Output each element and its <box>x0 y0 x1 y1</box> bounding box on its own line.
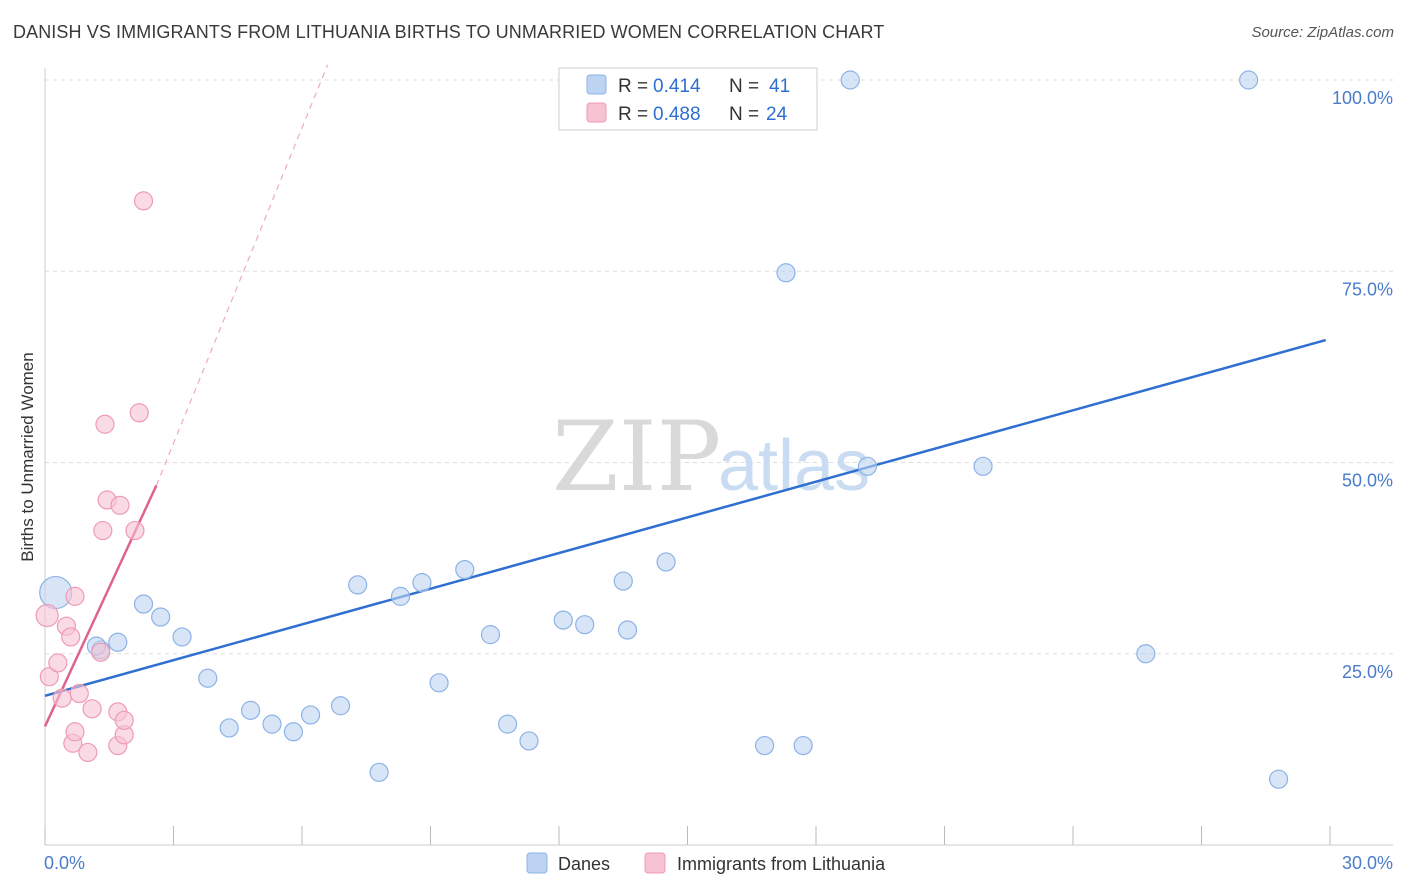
legend-r-label-lithuania: R = <box>618 104 648 125</box>
point-danes-17 <box>412 573 432 593</box>
series-legend-label-lithuania: Immigrants from Lithuania <box>677 854 886 874</box>
point-danes-7 <box>198 668 218 688</box>
point-danes-22 <box>519 731 539 751</box>
scatter-points <box>35 70 1289 789</box>
series-legend-swatch-danes <box>526 852 548 874</box>
point-danes-10 <box>262 714 282 734</box>
legend-r-value-danes: 0.414 <box>653 76 701 97</box>
point-lithuania-4 <box>61 627 81 647</box>
point-danes-24 <box>575 615 595 635</box>
point-danes-23 <box>553 610 573 630</box>
legend-n-value-lithuania: 24 <box>766 104 788 125</box>
point-danes-15 <box>369 762 389 782</box>
y-tick-label-0: 25.0% <box>1342 662 1393 682</box>
point-danes-19 <box>455 559 475 580</box>
point-danes-18 <box>429 673 449 693</box>
y-tick-label-3: 100.0% <box>1332 88 1393 108</box>
point-danes-27 <box>656 552 676 572</box>
point-danes-32 <box>776 263 796 283</box>
point-danes-14 <box>348 575 368 595</box>
legend-swatch-lithuania <box>586 102 607 123</box>
legend-r-label-danes: R = <box>618 76 648 97</box>
series-legend-swatch-lithuania <box>644 852 666 874</box>
point-lithuania-1 <box>39 667 59 687</box>
watermark-atlas: atlas <box>718 426 870 506</box>
source-label: Source: ZipAtlas.com <box>1251 24 1394 41</box>
y-tick-label-2: 75.0% <box>1342 279 1393 299</box>
point-lithuania-12 <box>91 642 111 662</box>
point-danes-34 <box>840 70 860 90</box>
point-lithuania-10 <box>78 742 98 763</box>
point-danes-36 <box>973 456 993 476</box>
watermark-zip: ZIP <box>552 401 721 513</box>
point-lithuania-18 <box>110 495 130 515</box>
point-danes-8 <box>219 718 239 738</box>
point-danes-21 <box>498 714 518 734</box>
point-danes-33 <box>793 735 813 756</box>
trend-line-lithuania-extension <box>155 64 329 486</box>
legend-swatch-danes <box>586 74 607 95</box>
legend-n-value-danes: 41 <box>769 76 790 97</box>
point-lithuania-2 <box>48 653 68 673</box>
point-danes-25 <box>613 571 633 591</box>
point-danes-13 <box>330 696 351 716</box>
point-danes-11 <box>283 722 304 742</box>
stats-legend: R = 0.414 N = 41 R = 0.488 N = 24 <box>558 67 818 131</box>
legend-r-value-lithuania: 0.488 <box>653 104 701 125</box>
point-danes-39 <box>1268 769 1289 789</box>
y-tick-label-1: 50.0% <box>1342 471 1393 491</box>
series-legend-label-danes: Danes <box>558 854 610 874</box>
point-danes-35 <box>857 456 878 476</box>
point-danes-31 <box>754 735 775 756</box>
point-danes-9 <box>241 700 261 720</box>
point-danes-20 <box>480 625 501 645</box>
point-lithuania-8 <box>65 722 85 742</box>
grid-lines <box>45 79 1393 655</box>
y-axis-label: Births to Unmarried Women <box>18 352 37 561</box>
legend-n-label-danes: N = <box>729 76 759 97</box>
point-lithuania-13 <box>93 520 113 541</box>
x-tick-label-min: 0.0% <box>44 853 85 873</box>
point-lithuania-21 <box>125 520 145 541</box>
point-lithuania-6 <box>52 688 72 708</box>
legend-n-label-lithuania: N = <box>729 104 759 125</box>
point-danes-38 <box>1239 70 1259 90</box>
point-danes-37 <box>1136 644 1156 664</box>
trend-line-danes <box>44 338 1327 698</box>
point-lithuania-0 <box>35 603 59 628</box>
point-lithuania-14 <box>95 414 115 434</box>
point-lithuania-23 <box>133 191 154 211</box>
axes <box>44 68 1393 846</box>
point-lithuania-5 <box>65 586 85 606</box>
x-tick-label-max: 30.0% <box>1342 853 1393 873</box>
point-danes-4 <box>133 594 154 614</box>
series-legend: Danes Immigrants from Lithuania <box>526 852 886 874</box>
point-danes-26 <box>617 620 638 640</box>
point-danes-12 <box>300 705 321 725</box>
y-tick-labels: 25.0% 50.0% 75.0% 100.0% <box>1332 88 1393 682</box>
point-danes-5 <box>151 607 171 627</box>
point-lithuania-22 <box>129 403 149 423</box>
point-danes-6 <box>172 627 192 647</box>
point-lithuania-11 <box>82 699 102 719</box>
point-danes-3 <box>108 632 128 652</box>
point-lithuania-9 <box>69 683 89 704</box>
point-danes-16 <box>390 586 411 606</box>
trend-lines <box>43 64 1327 727</box>
chart-title: DANISH VS IMMIGRANTS FROM LITHUANIA BIRT… <box>13 22 885 42</box>
point-lithuania-20 <box>114 710 134 730</box>
